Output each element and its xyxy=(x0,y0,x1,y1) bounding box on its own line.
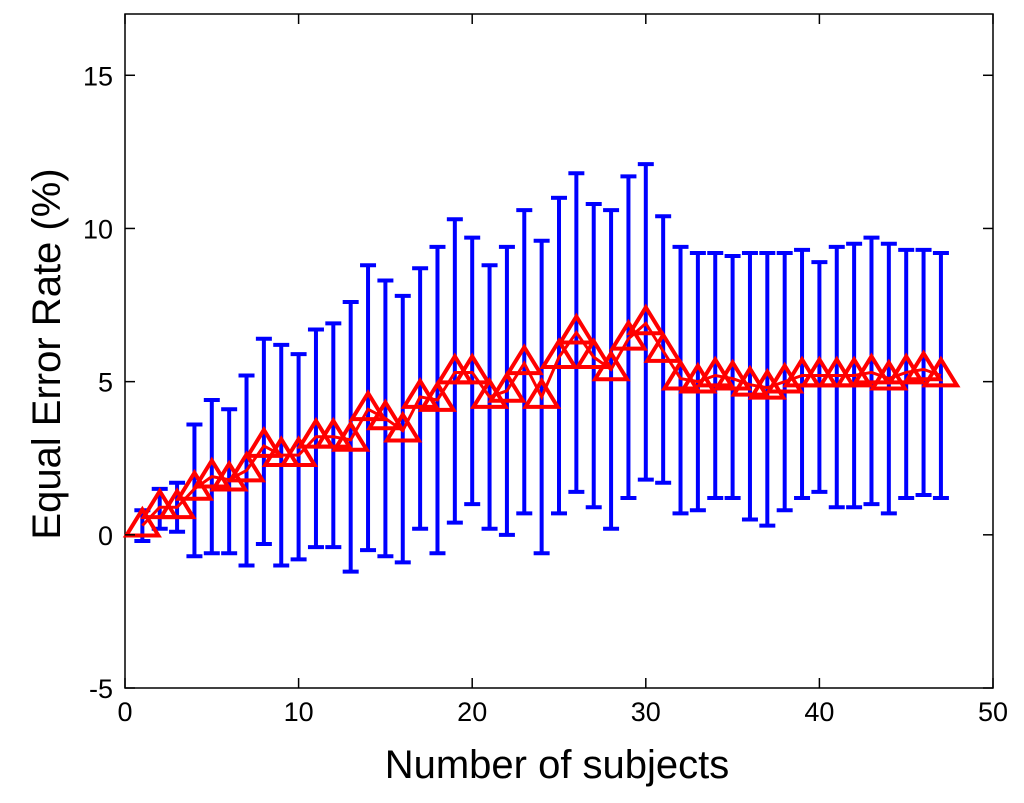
x-tick-label: 40 xyxy=(804,697,834,727)
triangle-marker xyxy=(522,377,562,409)
x-tick-label: 50 xyxy=(978,697,1008,727)
y-tick-label: 15 xyxy=(83,61,113,91)
errorbar xyxy=(811,260,828,494)
errorbar xyxy=(672,244,689,516)
triangle-marker xyxy=(157,487,197,520)
triangle-marker xyxy=(591,349,631,382)
errorbar xyxy=(794,247,811,501)
triangle-marker xyxy=(365,398,405,431)
triangle-marker xyxy=(209,459,249,492)
triangle-marker xyxy=(279,435,319,468)
triangle-marker xyxy=(226,450,267,483)
triangle-marker xyxy=(504,343,544,376)
triangle-marker xyxy=(244,426,284,458)
triangle-marker xyxy=(643,331,683,363)
triangle-marker xyxy=(660,358,701,391)
errorbar xyxy=(828,244,845,510)
triangle-marker xyxy=(747,367,787,400)
triangle-marker xyxy=(608,318,649,351)
triangle-marker xyxy=(122,505,162,538)
triangle-marker xyxy=(331,419,371,452)
y-axis-label: Equal Error Rate (%) xyxy=(25,168,69,539)
x-axis-label: Number of subjects xyxy=(385,743,730,787)
errorbar xyxy=(724,254,741,501)
triangle-marker xyxy=(469,377,510,409)
triangle-marker xyxy=(417,380,458,412)
errorbar xyxy=(446,217,463,525)
errorbar xyxy=(290,352,307,562)
triangle-marker xyxy=(903,349,944,382)
triangle-marker xyxy=(313,416,353,449)
triangle-marker xyxy=(678,361,718,394)
triangle-marker xyxy=(192,456,232,489)
triangle-marker xyxy=(851,352,892,385)
triangle-marker xyxy=(626,303,666,336)
triangle-marker xyxy=(695,355,735,388)
y-tick-label: 5 xyxy=(98,368,113,398)
triangle-marker xyxy=(556,312,596,345)
triangle-marker xyxy=(869,358,909,391)
errorbar xyxy=(325,321,342,550)
triangle-marker xyxy=(730,364,770,397)
errorbar xyxy=(342,299,359,574)
triangle-marker xyxy=(921,355,961,388)
errorbar xyxy=(863,235,880,507)
y-tick-label: 10 xyxy=(83,214,113,244)
triangle-marker xyxy=(487,370,527,403)
y-tick-label: -5 xyxy=(89,674,113,704)
errorbar xyxy=(759,250,776,528)
marker-layer xyxy=(122,303,961,538)
plot-frame xyxy=(124,13,994,689)
triangle-marker xyxy=(539,337,579,370)
x-tick-label: 0 xyxy=(117,697,132,727)
triangle-marker xyxy=(765,361,805,394)
y-tick-label: 0 xyxy=(98,521,113,551)
errorbar xyxy=(741,250,758,522)
x-tick-label: 20 xyxy=(457,697,487,727)
triangle-marker xyxy=(574,337,614,370)
triangle-marker xyxy=(400,377,440,409)
errorbar xyxy=(255,336,272,547)
x-tick-label: 30 xyxy=(631,697,661,727)
x-tick-label: 10 xyxy=(284,697,314,727)
axes-layer xyxy=(124,13,994,689)
triangle-marker xyxy=(713,358,753,391)
triangle-marker xyxy=(383,410,423,443)
errorbar xyxy=(915,247,932,497)
errorbar xyxy=(464,235,481,507)
triangle-marker xyxy=(452,352,492,385)
triangle-marker xyxy=(348,389,388,422)
